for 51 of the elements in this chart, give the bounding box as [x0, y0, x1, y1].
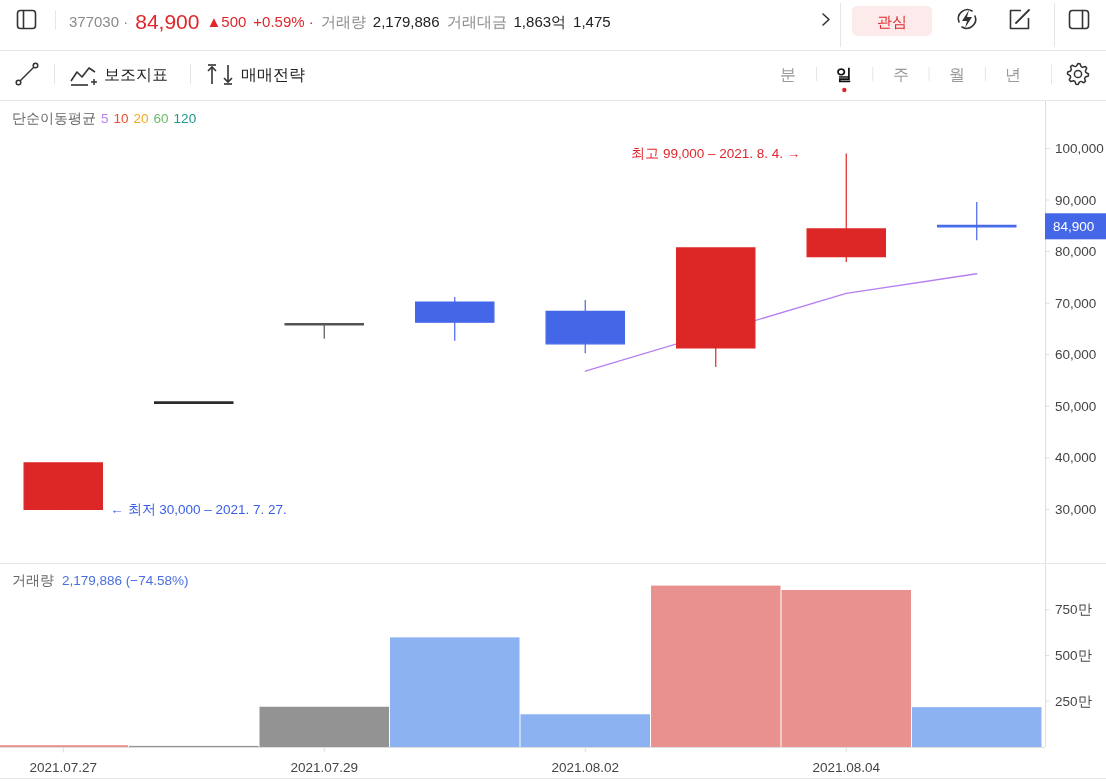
y-tick-label: 250만 — [1055, 693, 1092, 709]
text: 분 — [780, 65, 796, 83]
text: 일 — [836, 65, 853, 83]
text: 보조지표 — [104, 65, 168, 83]
text: 거래량 — [12, 572, 54, 588]
y-tick-label: 100,000 — [1055, 140, 1104, 156]
y-tick-label: 70,000 — [1055, 295, 1097, 311]
candlestick — [806, 152, 886, 263]
text: 1,475 — [573, 12, 611, 30]
annotation: ← 최저 30,000 – 2021. 7. 27. — [110, 501, 287, 517]
x-tick-label: 2021.08.04 — [812, 759, 881, 775]
text: 거래대금 — [446, 12, 507, 30]
rounded-button: 관심 — [852, 6, 932, 36]
y-tick-label: 30,000 — [1055, 501, 1097, 517]
annotation: 최고 99,000 – 2021. 8. 4. → — [631, 146, 801, 162]
y-tick-label: 750만 — [1055, 602, 1092, 618]
legend-label: 10 — [113, 110, 129, 126]
legend-label: 120 — [173, 110, 197, 126]
candlestick — [284, 322, 364, 340]
x-tick-label: 2021.08.02 — [551, 759, 620, 775]
y-tick-label: 50,000 — [1055, 398, 1097, 414]
y-tick-label: 80,000 — [1055, 244, 1097, 260]
bar — [912, 707, 1042, 747]
y-tick-label: 90,000 — [1055, 192, 1097, 208]
y-tick-label: 500만 — [1055, 648, 1092, 663]
text: 1,863억 — [513, 12, 567, 30]
candlestick — [676, 247, 756, 368]
text: 월 — [948, 65, 965, 83]
legend-title: 단순이동평균 — [12, 110, 96, 126]
text: 5 — [101, 110, 109, 126]
y-tick-label: 40,000 — [1055, 450, 1097, 466]
x-tick-label: 2021.07.29 — [290, 759, 359, 775]
x-tick-label: 2021.07.27 — [29, 759, 98, 775]
text: ▲500 — [206, 12, 247, 30]
text: 년 — [1005, 65, 1022, 83]
text: 377030 · — [69, 12, 129, 30]
candlestick — [154, 401, 234, 404]
text: 주 — [892, 65, 909, 83]
candlestick — [415, 296, 495, 342]
candlestick — [545, 299, 625, 354]
text: 거래량 — [320, 12, 366, 30]
text: 2,179,886 — [372, 12, 440, 30]
legend-label: 60 — [153, 110, 169, 126]
text: 84,900 — [135, 9, 200, 33]
candlestick — [23, 462, 103, 510]
legend-label: 20 — [133, 110, 149, 126]
text: 매매전략 — [241, 65, 305, 83]
annotation: 2,179,886 (−74.58%) — [62, 572, 189, 588]
y-tick-label: 60,000 — [1055, 347, 1097, 363]
text: +0.59% · — [253, 12, 314, 30]
text: 84,900 — [1053, 218, 1095, 234]
